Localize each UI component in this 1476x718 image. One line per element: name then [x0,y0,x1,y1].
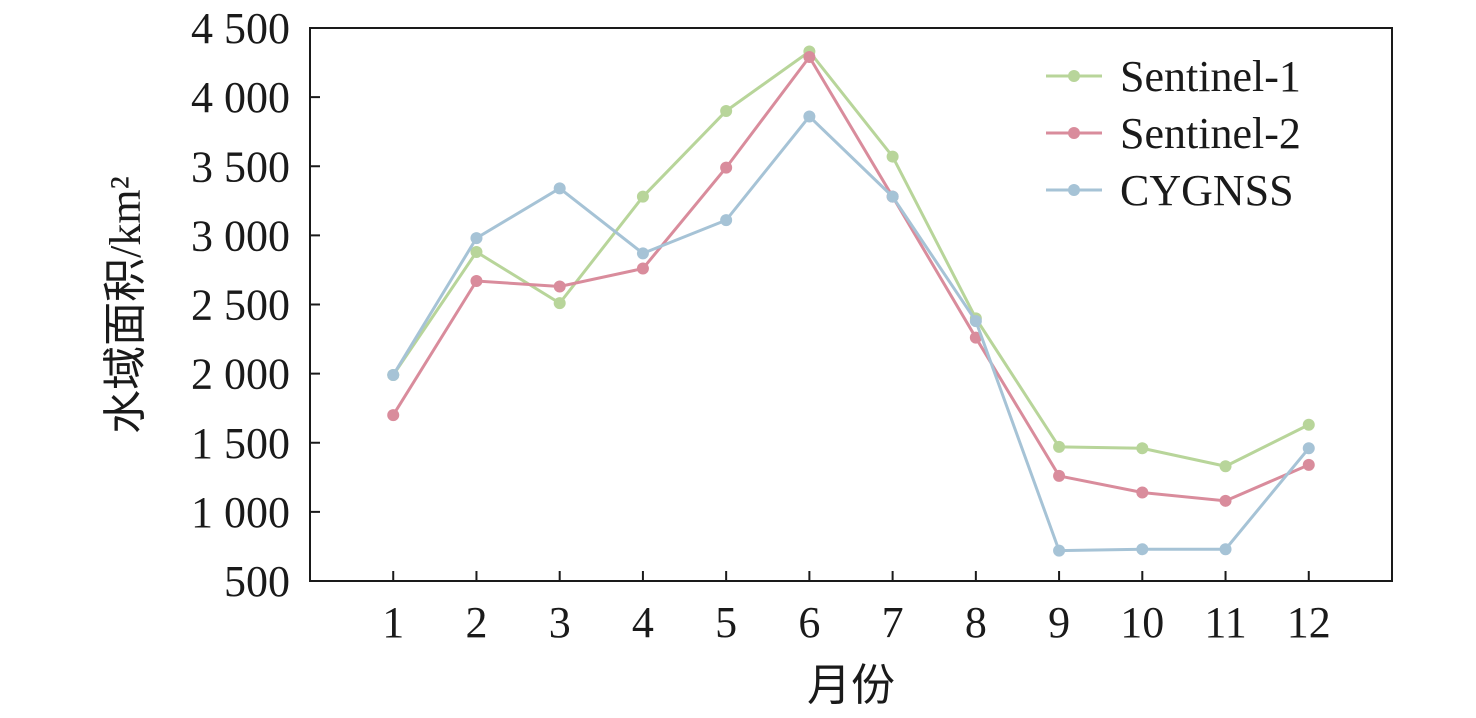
data-point [553,297,566,310]
data-point [1302,442,1315,455]
y-tick-label: 2 000 [191,350,290,399]
legend-item: Sentinel-1 [1046,52,1301,101]
x-tick-label: 4 [632,598,654,647]
x-axis: 1 2 3 4 5 6 7 8 9 10 11 12 [382,571,1331,647]
data-point [1219,543,1232,556]
data-point [720,104,733,117]
data-point [720,214,733,227]
data-point [636,247,649,260]
data-point [720,161,733,174]
data-point [1219,494,1232,507]
series-line [391,54,1310,503]
data-point [969,331,982,344]
y-tick-label: 2 500 [191,281,290,330]
data-point [1302,418,1315,431]
x-tick-label: 11 [1204,598,1246,647]
x-tick-label: 6 [798,598,820,647]
legend-item: CYGNSS [1046,166,1294,215]
data-point [1053,544,1066,557]
data-point [636,262,649,275]
x-tick-label: 7 [882,598,904,647]
data-point [886,150,899,163]
data-point [1136,486,1149,499]
x-tick-label: 12 [1287,598,1331,647]
legend-label: Sentinel-2 [1120,109,1301,158]
data-point [553,182,566,195]
y-tick-label: 1 000 [191,488,290,537]
data-point [387,369,400,382]
y-tick-label: 3 500 [191,142,290,191]
legend-marker [1068,70,1080,82]
x-axis-label: 月份 [807,661,895,710]
legend-item: Sentinel-2 [1046,109,1301,158]
data-point [803,110,816,123]
data-point [636,190,649,203]
series-cygnss [387,110,1315,557]
data-point [470,274,483,287]
x-tick-label: 3 [549,598,571,647]
legend-marker [1068,127,1080,139]
data-point [803,51,816,64]
series-sentinel-2 [387,51,1315,507]
legend-marker [1068,184,1080,196]
series-line [391,49,1310,468]
x-tick-label: 10 [1120,598,1164,647]
data-point [470,245,483,258]
series-layer [387,45,1315,557]
data-point [1053,440,1066,453]
x-tick-label: 9 [1048,598,1070,647]
legend: Sentinel-1 Sentinel-2 CYGNSS [1046,52,1301,215]
data-point [553,280,566,293]
y-tick-label: 4 500 [191,4,290,53]
data-point [1302,458,1315,471]
legend-label: Sentinel-1 [1120,52,1301,101]
y-tick-label: 3 000 [191,211,290,260]
data-point [387,409,400,422]
y-axis-label: 水域面积/km² [101,176,150,434]
data-point [1136,543,1149,556]
data-point [1219,460,1232,473]
data-point [969,315,982,328]
data-point [1136,442,1149,455]
y-tick-label: 1 500 [191,419,290,468]
x-tick-label: 5 [715,598,737,647]
data-point [1053,469,1066,482]
x-tick-label: 8 [965,598,987,647]
x-tick-label: 2 [465,598,487,647]
y-axis: 500 1 000 1 500 2 000 2 500 3 000 3 500 4 000 4 … [191,4,320,606]
y-tick-label: 4 000 [191,73,290,122]
series-line [391,114,1310,553]
data-point [886,190,899,203]
x-tick-label: 1 [382,598,404,647]
data-point [470,232,483,245]
y-tick-label: 500 [224,557,290,606]
legend-label: CYGNSS [1120,166,1294,215]
